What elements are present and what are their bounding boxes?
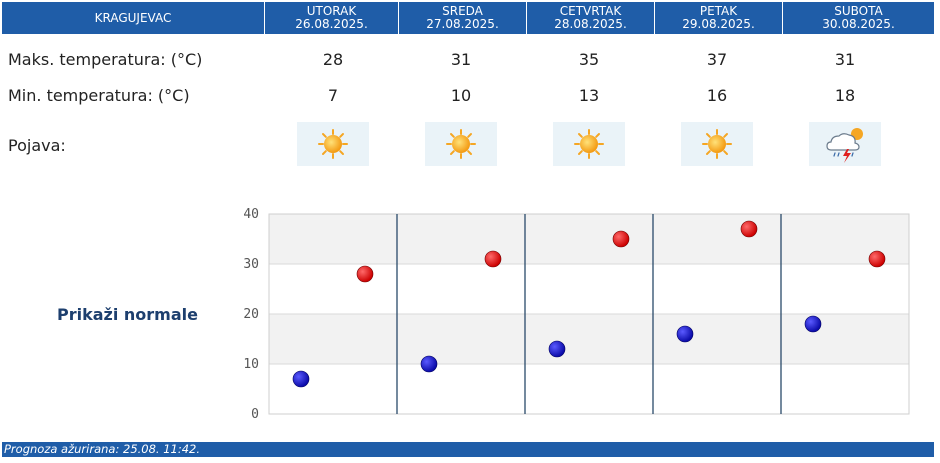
day-date: 27.08.2025. xyxy=(426,17,499,31)
day-name: SREDA xyxy=(442,4,483,18)
min-temp-value: 16 xyxy=(706,86,728,105)
day-date: 29.08.2025. xyxy=(682,17,755,31)
max-temp-value: 28 xyxy=(322,50,344,69)
max-temp-value: 37 xyxy=(706,50,728,69)
day-name: PETAK xyxy=(699,4,738,18)
y-tick-label: 10 xyxy=(243,357,259,372)
min-temp-point xyxy=(804,315,822,333)
min-temp-point xyxy=(548,340,566,358)
thunderstorm-icon xyxy=(809,122,881,166)
min-temp-value: 18 xyxy=(834,86,856,105)
grid-band xyxy=(269,214,909,264)
day-header-2: SREDA 27.08.2025. xyxy=(398,2,526,34)
forecast-updated-footer: Prognoza ažurirana: 25.08. 11:42. xyxy=(2,442,934,457)
y-tick-label: 20 xyxy=(243,307,259,322)
grid-band xyxy=(269,364,909,414)
day-name: UTORAK xyxy=(306,4,357,18)
min-temp-value: 10 xyxy=(450,86,472,105)
day-date: 30.08.2025. xyxy=(822,17,895,31)
forecast-header: KRAGUJEVAC UTORAK 26.08.2025. SREDA 27.0… xyxy=(2,2,934,34)
y-tick-label: 30 xyxy=(243,257,259,272)
min-temp-value: 7 xyxy=(327,86,339,105)
max-temp-value: 35 xyxy=(578,50,600,69)
updated-text: Prognoza ažurirana: 25.08. 11:42. xyxy=(4,442,201,456)
max-temp-point xyxy=(612,230,630,248)
day-date: 26.08.2025. xyxy=(295,17,368,31)
y-tick-label: 40 xyxy=(243,207,259,222)
day-name: CETVRTAK xyxy=(559,4,622,18)
sun-icon xyxy=(297,122,369,166)
day-header-1: UTORAK 26.08.2025. xyxy=(264,2,398,34)
min-temp-point xyxy=(676,325,694,343)
max-temp-value: 31 xyxy=(450,50,472,69)
max-temp-value: 31 xyxy=(834,50,856,69)
grid-band xyxy=(269,314,909,364)
show-normals-link[interactable]: Prikaži normale xyxy=(57,305,198,324)
min-temp-label: Min. temperatura: (°C) xyxy=(8,86,190,105)
day-name: SUBOTA xyxy=(834,4,883,18)
plot-border xyxy=(268,213,910,415)
min-temp-point xyxy=(292,370,310,388)
max-temp-point xyxy=(740,220,758,238)
y-tick-label: 0 xyxy=(251,407,259,422)
day-date: 28.08.2025. xyxy=(554,17,627,31)
max-temp-label: Maks. temperatura: (°C) xyxy=(8,50,203,69)
max-temp-point xyxy=(484,250,502,268)
day-header-3: CETVRTAK 28.08.2025. xyxy=(526,2,654,34)
phenomena-label: Pojava: xyxy=(8,136,66,155)
max-temp-point xyxy=(356,265,374,283)
sun-icon xyxy=(681,122,753,166)
sun-icon xyxy=(553,122,625,166)
day-header-5: SUBOTA 30.08.2025. xyxy=(782,2,934,34)
min-temp-value: 13 xyxy=(578,86,600,105)
grid-band xyxy=(269,264,909,314)
city-name: KRAGUJEVAC xyxy=(94,10,172,25)
min-temp-point xyxy=(420,355,438,373)
day-header-4: PETAK 29.08.2025. xyxy=(654,2,782,34)
max-temp-point xyxy=(868,250,886,268)
sun-icon xyxy=(425,122,497,166)
